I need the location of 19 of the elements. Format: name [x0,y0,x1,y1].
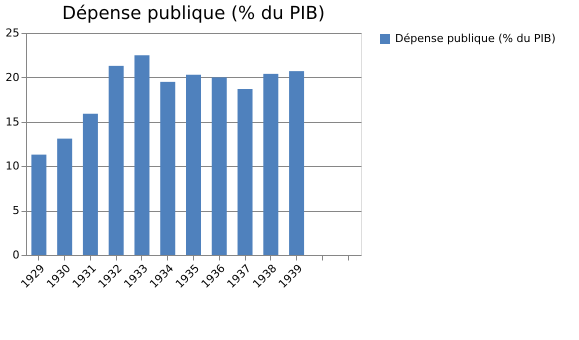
bar [212,77,227,255]
bar [31,154,46,255]
chart-title: Dépense publique (% du PIB) [62,3,325,24]
bar [186,74,201,255]
bar [160,82,176,255]
y-tick-label: 0 [12,248,20,262]
legend-label: Dépense publique (% du PIB) [395,32,556,45]
y-tick-label: 25 [6,26,20,40]
bar [263,74,278,255]
bar [82,114,98,255]
bar [238,88,253,255]
y-tick-label: 5 [12,204,20,218]
y-tick-label: 20 [6,70,20,84]
y-tick-label: 15 [6,115,20,128]
bar [108,66,124,255]
y-tick-label: 10 [6,160,20,173]
bar [134,55,150,255]
bar [57,138,72,255]
bar [289,71,304,255]
